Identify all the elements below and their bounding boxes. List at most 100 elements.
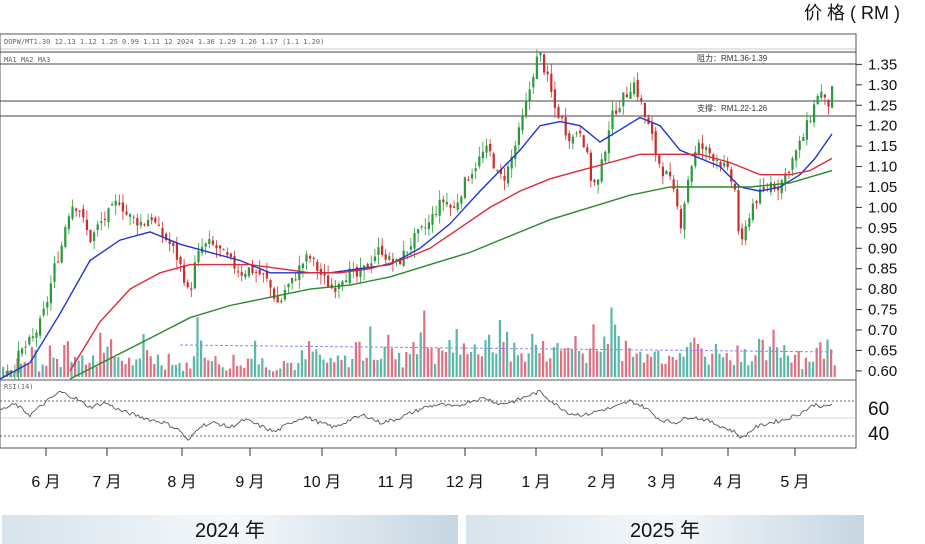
volume-bar	[56, 358, 59, 377]
candle-body	[413, 233, 416, 249]
price-tick-label: 1.30	[868, 77, 897, 94]
candle-body	[143, 224, 146, 226]
candle-body	[831, 86, 834, 108]
volume-bar	[621, 361, 624, 377]
candle-body	[46, 302, 49, 308]
volume-bar	[268, 369, 271, 377]
volume-bar	[117, 357, 120, 377]
volume-bar	[77, 360, 80, 377]
volume-bar	[304, 359, 307, 377]
candle-body	[334, 287, 337, 292]
candle-body	[813, 104, 816, 123]
candle-body	[42, 308, 45, 316]
candle-body	[521, 116, 524, 131]
volume-bar	[441, 350, 444, 377]
candle-body	[496, 170, 499, 172]
candle-body	[719, 162, 722, 168]
price-tick-label: 0.80	[868, 281, 897, 298]
candle-body	[503, 175, 506, 181]
volume-bar	[470, 352, 473, 377]
volume-bar	[218, 364, 221, 377]
volume-bar	[776, 347, 779, 377]
volume-bar	[632, 356, 635, 377]
candle-body	[607, 130, 610, 154]
volume-bar	[538, 353, 541, 377]
candle-body	[625, 94, 628, 98]
volume-bar	[254, 340, 257, 377]
candle-body	[489, 144, 492, 152]
volume-bar	[711, 353, 714, 377]
candle-body	[399, 258, 402, 265]
volume-bar	[149, 356, 152, 377]
month-label: 2 月	[587, 474, 616, 491]
volume-bar	[92, 355, 95, 377]
candle-body	[571, 136, 574, 144]
volume-bar	[545, 361, 548, 377]
moving-average-line	[69, 153, 833, 372]
header-info-line: DOPW/MT1.30 12.13 1.12 1.25 0.99 1.11 12…	[4, 38, 324, 46]
volume-bar	[376, 360, 379, 377]
volume-bar	[808, 361, 811, 377]
volume-bar	[678, 353, 681, 377]
candle-body	[629, 91, 632, 99]
volume-bar	[390, 348, 393, 377]
volume-bar	[783, 344, 786, 377]
candle-body	[715, 160, 718, 162]
price-tick-label: 1.05	[868, 179, 897, 196]
volume-bar	[779, 357, 782, 377]
year-bar-2025	[466, 515, 864, 544]
price-tick-label: 0.70	[868, 322, 897, 339]
candle-body	[532, 76, 535, 88]
volume-bar	[506, 331, 509, 377]
volume-bar	[34, 349, 37, 377]
volume-bar	[250, 358, 253, 377]
volume-bar	[174, 364, 177, 377]
volume-bar	[722, 357, 725, 377]
candle-body	[420, 226, 423, 228]
volume-bar	[203, 357, 206, 377]
volume-bar	[113, 357, 116, 377]
rsi-panel: RSI(14) 60 40	[0, 383, 889, 445]
volume-bar	[88, 362, 91, 377]
volume-bar	[639, 351, 642, 377]
candle-body	[118, 202, 121, 205]
candle-body	[705, 147, 708, 150]
volume-bar	[556, 343, 559, 377]
volume-bar	[826, 339, 829, 377]
candle-body	[471, 173, 474, 179]
volume-bar	[257, 364, 260, 377]
candle-body	[258, 269, 261, 275]
candle-body	[276, 296, 279, 303]
month-label: 10 月	[303, 474, 341, 491]
candle-body	[75, 208, 78, 211]
candle-body	[39, 318, 42, 336]
volume-bar	[135, 359, 138, 377]
rsi-tick-40: 40	[868, 424, 889, 445]
volume-bar	[495, 353, 498, 377]
candle-body	[370, 263, 373, 267]
volume-bar	[185, 362, 188, 377]
volume-bar	[138, 358, 141, 377]
candle-body	[820, 91, 823, 98]
volume-bars	[2, 307, 836, 377]
candle-body	[139, 221, 142, 226]
candle-body	[190, 288, 193, 290]
volume-bar	[714, 343, 717, 377]
candle-body	[247, 267, 250, 277]
volume-bar	[308, 341, 311, 377]
volume-bar	[693, 337, 696, 377]
candle-body	[226, 252, 229, 256]
candle-body	[13, 371, 16, 373]
candle-body	[442, 199, 445, 203]
volume-bar	[394, 359, 397, 377]
volume-bar	[797, 350, 800, 377]
candle-body	[463, 177, 466, 198]
volume-bar	[246, 358, 249, 377]
volume-bar	[329, 357, 332, 377]
candle-body	[57, 261, 60, 263]
volume-bar	[156, 354, 159, 377]
candle-body	[640, 98, 643, 102]
volume-bar	[804, 357, 807, 377]
candle-body	[157, 224, 160, 226]
volume-bar	[588, 348, 591, 377]
